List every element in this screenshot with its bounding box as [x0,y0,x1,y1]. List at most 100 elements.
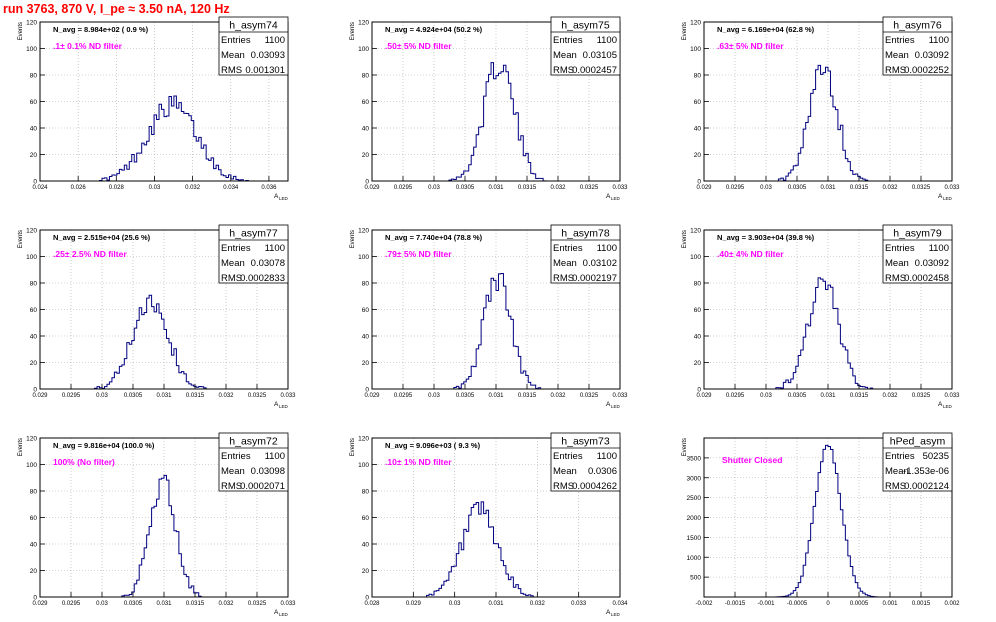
n-avg-label: N_avg = 2.515e+04 (25.6 %) [53,233,151,242]
x-tick-label: 0.0325 [580,393,599,399]
x-tick-label: 0.029 [406,601,422,607]
n-avg-label: N_avg = 9.096e+03 ( 9.3 %) [385,441,481,450]
x-tick-label: 0.03 [760,185,772,191]
y-tick-label: 60 [694,307,702,314]
y-tick-label: 60 [30,515,38,522]
y-tick-label: 100 [26,254,37,261]
stats-box [882,16,953,76]
x-axis-label: A [938,193,943,200]
stats-key: Entries [221,35,251,46]
y-tick-label: 0 [697,387,701,394]
stats-value: 1100 [265,451,285,462]
stats-box [218,224,289,284]
x-tick-label: 0.0315 [850,393,869,399]
stats-key: RMS [553,65,574,76]
stats-key: RMS [885,65,906,76]
y-axis-label: Events [350,230,356,248]
y-tick-label: 60 [362,307,370,314]
x-axis-label: A [274,193,279,200]
x-tick-label: 0.033 [944,393,960,399]
x-tick-label: 0.0015 [912,601,931,607]
stats-key: Entries [221,451,251,462]
x-tick-label: 0.001 [882,601,898,607]
x-axis-label: A [274,609,279,616]
x-tick-label: 0.0305 [456,185,475,191]
x-tick-label: 0.029 [696,393,712,399]
stats-key: RMS [553,273,574,284]
x-tick-label: 0.032 [185,185,201,191]
x-tick-label: 0.032 [550,185,566,191]
histogram-panel-h_asym76: 0 20 40 60 80 100 120 0.029 0.0295 0.03 0.0305 0.03… [682,16,960,201]
stats-key: RMS [885,273,906,284]
stats-value: 0.0002458 [904,273,949,284]
y-tick-label: 40 [694,334,702,341]
stats-box [882,432,953,492]
x-tick-label: 0.033 [612,185,628,191]
filter-label: .1± 0.1% ND filter [53,41,123,51]
x-tick-label: 0.0305 [788,185,807,191]
stats-value: -1.353e-06 [903,466,949,477]
y-tick-label: 0 [365,179,369,186]
y-tick-label: 20 [694,360,702,367]
x-tick-label: 0 [826,601,830,607]
stats-value: 1100 [597,35,617,46]
y-tick-label: 0 [365,595,369,602]
stats-value: 50235 [923,451,949,462]
stats-box-title: h_asym77 [229,228,278,240]
x-tick-label: 0.033 [571,601,587,607]
x-tick-label: 0.0295 [394,185,413,191]
stats-key: Mean [221,466,245,477]
filter-label: .50± 5% ND filter [385,41,452,51]
x-tick-label: 0.024 [32,185,48,191]
histogram-line [40,474,288,598]
y-tick-label: 1000 [687,555,702,562]
stats-value: 0.03105 [583,50,617,61]
x-axis-label: A [606,609,611,616]
n-avg-label: N_avg = 4.924e+04 (50.2 %) [385,25,483,34]
y-tick-label: 20 [362,568,370,575]
x-tick-label: 0.031 [488,185,504,191]
y-tick-label: 40 [362,126,370,133]
x-tick-label: 0.028 [364,601,380,607]
stats-box [218,432,289,492]
stats-key: Entries [885,35,915,46]
stats-key: Entries [553,35,583,46]
y-tick-label: 100 [26,462,37,469]
x-tick-label: 0.029 [364,393,380,399]
x-tick-label: -0.001 [757,601,775,607]
stats-value: 0.0002071 [240,481,285,492]
stats-value: 0.0002252 [904,65,949,76]
x-tick-label: 0.029 [696,185,712,191]
y-tick-label: 80 [362,281,370,288]
x-tick-label: 0.0315 [518,185,537,191]
x-tick-label: 0.029 [32,393,48,399]
x-tick-label: 0.03 [428,185,440,191]
x-tick-label: 0.032 [882,185,898,191]
x-tick-label: 0.03 [96,393,108,399]
y-tick-label: 120 [26,436,37,443]
stats-key: Mean [221,258,245,269]
filter-label: .79± 5% ND filter [385,249,452,259]
stats-key: RMS [221,481,242,492]
stats-value: 0.03078 [251,258,285,269]
x-tick-label: 0.03 [760,393,772,399]
x-tick-label: 0.0325 [580,185,599,191]
y-axis-label: Events [18,438,24,456]
histogram-panel-h_asym73: 0 20 40 60 80 100 120 0.028 0.029 0.03 0.031 0.032 0… [350,432,628,617]
stats-value: 0.03093 [251,50,285,61]
page-title: run 3763, 870 V, I_pe ≈ 3.50 nA, 120 Hz [3,2,230,16]
x-axis-label-sub: LED [279,612,289,617]
histogram-panel-h_asym75: 0 20 40 60 80 100 120 0.029 0.0295 0.03 0.0305 0.03… [350,16,628,201]
histogram-panel-h_asym78: 0 20 40 60 80 100 120 0.029 0.0295 0.03 0.0305 0.03… [350,224,628,409]
stats-box-title: h_asym74 [229,20,278,32]
histogram-panel-h_asym74: 0 20 40 60 80 100 120 0.024 0.026 0.028 0.03 0.032 0… [18,16,289,201]
stats-key: Entries [885,451,915,462]
y-tick-label: 40 [30,126,38,133]
stats-value: 1100 [597,451,617,462]
y-tick-label: 60 [30,99,38,106]
stats-box-title: hPed_asym [890,436,946,448]
y-tick-label: 1500 [687,535,702,542]
y-tick-label: 40 [362,542,370,549]
stats-value: 0.03098 [251,466,285,477]
x-axis-label-sub: LED [611,196,621,201]
